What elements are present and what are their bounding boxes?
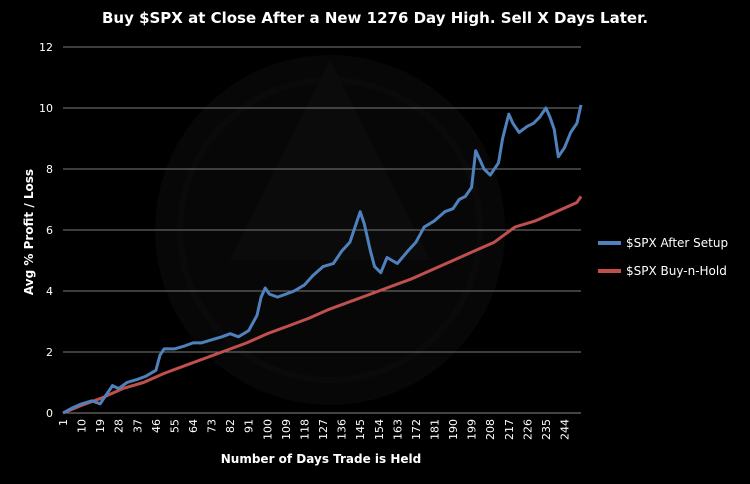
x-tick-label: 37 xyxy=(131,419,144,433)
series-lines xyxy=(62,104,583,415)
x-axis-ticks: 1 10 19 28 37 46 55 64 73 82 91 100 109 118 127 136 145 1… xyxy=(57,419,571,440)
y-tick-label: 0 xyxy=(46,407,53,420)
x-tick-label: 1 xyxy=(57,419,70,426)
x-tick-label: 172 xyxy=(410,419,423,440)
x-tick-label: 19 xyxy=(94,419,107,433)
x-tick-label: 145 xyxy=(354,419,367,440)
x-tick-label: 82 xyxy=(224,419,237,433)
x-tick-label: 199 xyxy=(466,419,479,440)
x-tick-label: 235 xyxy=(540,419,553,440)
y-tick-label: 12 xyxy=(39,41,53,54)
y-tick-label: 6 xyxy=(46,224,53,237)
series-line xyxy=(62,104,583,415)
legend-item-label: $SPX Buy-n-Hold xyxy=(626,264,727,278)
x-tick-label: 127 xyxy=(317,419,330,440)
series-line xyxy=(62,195,583,415)
legend-item-label: $SPX After Setup xyxy=(626,236,728,250)
x-tick-label: 217 xyxy=(503,419,516,440)
x-tick-label: 10 xyxy=(76,419,89,433)
y-tick-label: 2 xyxy=(46,346,53,359)
x-tick-label: 154 xyxy=(373,419,386,440)
legend: $SPX After Setup $SPX Buy-n-Hold xyxy=(598,236,728,278)
x-tick-label: 244 xyxy=(558,419,571,440)
y-tick-label: 8 xyxy=(46,163,53,176)
x-tick-label: 109 xyxy=(280,419,293,440)
x-tick-label: 28 xyxy=(113,419,126,433)
y-tick-label: 10 xyxy=(39,102,53,115)
x-tick-label: 64 xyxy=(187,419,200,433)
chart-title: Buy $SPX at Close After a New 1276 Day H… xyxy=(101,9,649,27)
x-tick-label: 118 xyxy=(298,419,311,440)
x-tick-label: 190 xyxy=(447,419,460,440)
x-tick-label: 226 xyxy=(521,419,534,440)
y-axis-label: Avg % Profit / Loss xyxy=(22,169,36,295)
x-tick-label: 181 xyxy=(428,419,441,440)
x-tick-label: 136 xyxy=(336,419,349,440)
x-axis-label: Number of Days Trade is Held xyxy=(221,452,422,466)
x-tick-label: 91 xyxy=(243,419,256,433)
gridlines xyxy=(63,46,581,353)
x-tick-label: 46 xyxy=(150,419,163,433)
x-tick-label: 163 xyxy=(391,419,404,440)
x-tick-label: 73 xyxy=(206,419,219,433)
y-axis-ticks: 0 2 4 6 8 10 12 xyxy=(39,41,53,420)
x-tick-label: 55 xyxy=(168,419,181,433)
x-tick-label: 208 xyxy=(484,419,497,440)
y-tick-label: 4 xyxy=(46,285,53,298)
x-tick-label: 100 xyxy=(261,419,274,440)
